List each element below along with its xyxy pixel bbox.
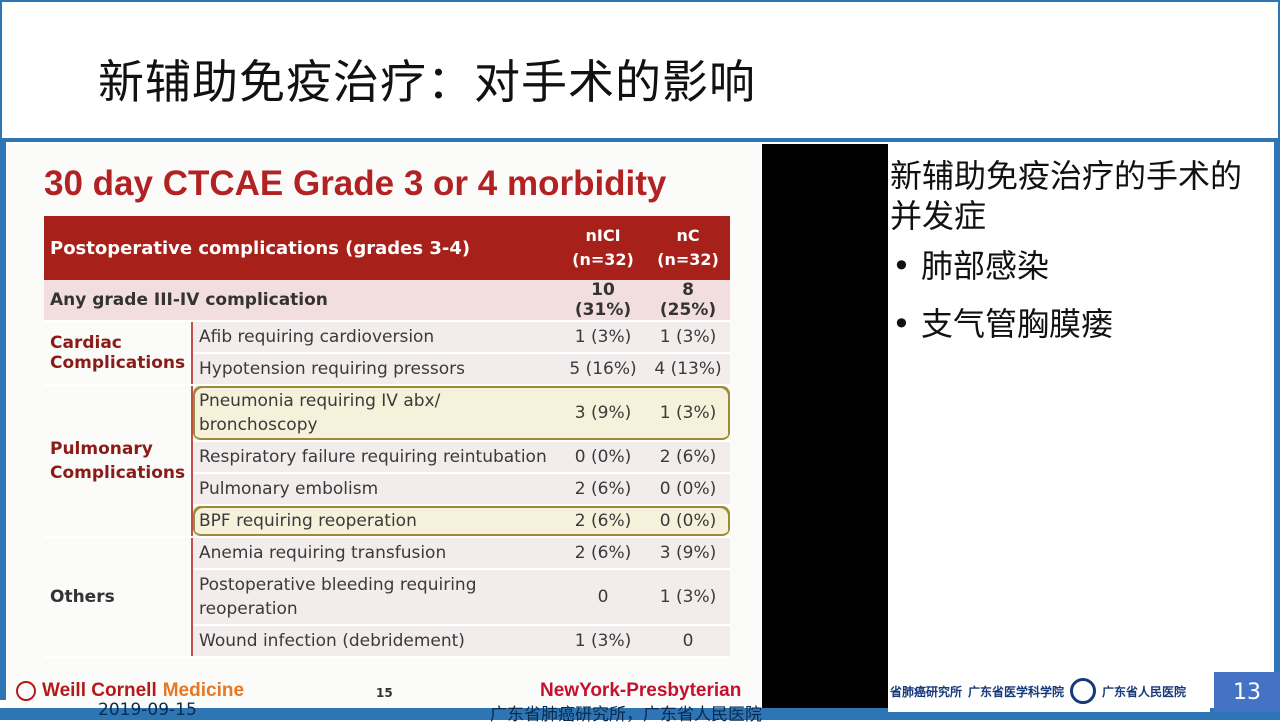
logo-text: 省肺癌研究所 [890, 684, 963, 699]
footer-institution: 广东省肺癌研究所，广东省人民医院 [490, 705, 762, 725]
group-cardiac: Cardiac Complications [44, 320, 193, 386]
row-nc: 0 [646, 625, 731, 658]
notes-panel: 新辅助免疫治疗的手术的并发症 肺部感染 支气管胸膜瘘 [888, 148, 1272, 362]
any-grade-label: Any grade III-IV complication [44, 280, 561, 322]
row-item: Pulmonary embolism [192, 473, 561, 506]
table-row: Respiratory failure requiring reintubati… [44, 441, 731, 474]
table-row: Wound infection (debridement) 1 (3%) 0 [44, 625, 731, 658]
row-nici: 0 (0%) [560, 441, 647, 474]
row-nc: 4 (13%) [646, 353, 731, 386]
row-nc: 2 (6%) [646, 441, 731, 474]
footer-date: 2019-09-15 [98, 700, 197, 720]
row-nc: 0 (0%) [646, 505, 731, 538]
row-nici: 0 [560, 569, 647, 626]
header-nici: nICI (n=32) [560, 216, 647, 280]
slide-page-number: 15 [376, 686, 393, 700]
row-nc: 1 (3%) [646, 320, 731, 354]
row-nici: 2 (6%) [560, 536, 647, 570]
table-row: Pulmonary Complications Pneumonia requir… [44, 384, 731, 538]
row-nici: 3 (9%) [560, 384, 647, 442]
logo-text: 广东省医学科学院 [968, 684, 1065, 699]
complications-table: Postoperative complications (grades 3-4)… [44, 216, 731, 658]
left-border [0, 140, 6, 700]
group-pulmonary: Pulmonary Complications [44, 384, 193, 538]
group-others: Others [44, 536, 193, 658]
row-nici: 1 (3%) [560, 625, 647, 658]
table-row: Others Anemia requiring transfusion 2 (6… [44, 536, 731, 658]
notes-heading: 新辅助免疫治疗的手术的并发症 [890, 157, 1243, 235]
row-nc: 1 (3%) [646, 384, 731, 442]
row-item: Pneumonia requiring IV abx/ bronchoscopy [192, 384, 561, 442]
slide-title: 30 day CTCAE Grade 3 or 4 morbidity [44, 164, 667, 203]
institution-logos: 省肺癌研究所 广东省医学科学院 广东省人民医院 [888, 670, 1210, 712]
table-row: Postoperative bleeding requiring reopera… [44, 569, 731, 626]
row-nc: 3 (9%) [646, 536, 731, 570]
row-nici: 2 (6%) [560, 473, 647, 506]
title-bar: 新辅助免疫治疗：对手术的影响 [0, 0, 1280, 142]
row-item: Postoperative bleeding requiring reopera… [192, 569, 561, 626]
row-nc: 1 (3%) [646, 569, 731, 626]
seal-icon [16, 681, 36, 701]
list-item: 支气管胸膜瘘 [892, 304, 1272, 344]
row-item: Anemia requiring transfusion [192, 536, 561, 570]
header-nc: nC (n=32) [646, 216, 731, 280]
table-row: Hypotension requiring pressors 5 (16%) 4… [44, 353, 731, 386]
hospital-seal-icon [1070, 678, 1097, 704]
row-item: Hypotension requiring pressors [192, 353, 561, 386]
any-grade-nici: 10 (31%) [560, 280, 647, 322]
table-row: Pulmonary embolism 2 (6%) 0 (0%) [44, 473, 731, 506]
table-header-row: Postoperative complications (grades 3-4)… [44, 216, 731, 280]
table-row: Cardiac Complications Afib requiring car… [44, 320, 731, 386]
table-row-any-grade: Any grade III-IV complication 10 (31%) 8… [44, 280, 731, 322]
row-item: Respiratory failure requiring reintubati… [192, 441, 561, 474]
row-nici: 1 (3%) [560, 320, 647, 354]
logo-text: 广东省人民医院 [1102, 684, 1187, 699]
list-item: 肺部感染 [892, 246, 1272, 286]
row-nici: 5 (16%) [560, 353, 647, 386]
black-panel [762, 144, 888, 708]
row-item: Wound infection (debridement) [192, 625, 561, 658]
weill-cornell-logo: Weill Cornell Medicine [16, 680, 244, 702]
row-nc: 0 (0%) [646, 473, 731, 506]
row-nici: 2 (6%) [560, 505, 647, 538]
page-title: 新辅助免疫治疗：对手术的影响 [98, 55, 756, 109]
notes-list: 肺部感染 支气管胸膜瘘 [888, 246, 1272, 344]
row-item: BPF requiring reoperation [192, 505, 561, 538]
embedded-slide: 30 day CTCAE Grade 3 or 4 morbidity Post… [6, 144, 762, 708]
row-item: Afib requiring cardioversion [192, 320, 561, 354]
right-border [1274, 140, 1280, 700]
any-grade-nc: 8 (25%) [646, 280, 731, 322]
header-complications: Postoperative complications (grades 3-4) [44, 216, 561, 280]
page-number-badge: 13 [1214, 672, 1280, 712]
table-row: BPF requiring reoperation 2 (6%) 0 (0%) [44, 505, 731, 538]
nyp-logo: NewYork-Presbyterian [540, 680, 742, 701]
